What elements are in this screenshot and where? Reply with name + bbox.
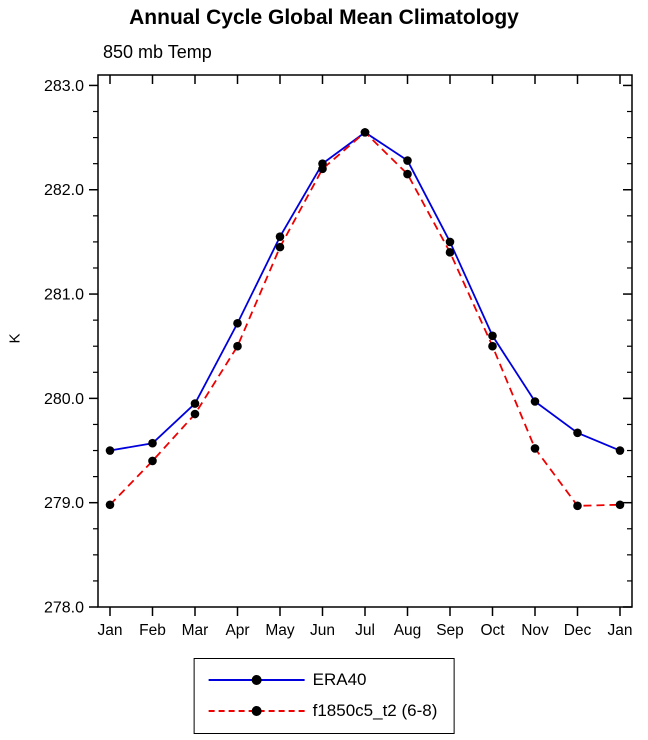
x-tick-label: Aug xyxy=(394,622,422,639)
legend-item-model: f1850c5_t2 (6-8) xyxy=(208,695,438,726)
x-tick-label: Jun xyxy=(310,622,335,639)
data-marker xyxy=(233,341,242,351)
data-marker xyxy=(488,341,497,351)
x-tick-label: Sep xyxy=(436,622,464,639)
x-tick-label: Feb xyxy=(139,622,166,639)
legend-marker xyxy=(251,705,262,716)
y-tick-label: 281.0 xyxy=(44,287,84,304)
data-marker xyxy=(105,500,115,510)
data-marker xyxy=(148,438,157,448)
legend-marker xyxy=(251,674,262,685)
y-tick-label: 283.0 xyxy=(44,78,84,95)
data-marker xyxy=(275,242,285,252)
data-marker xyxy=(148,456,157,466)
data-marker xyxy=(615,446,625,455)
data-marker xyxy=(233,318,242,328)
data-marker xyxy=(615,500,625,510)
x-tick-label: Jan xyxy=(98,622,123,639)
data-marker xyxy=(190,409,200,419)
y-tick-label: 280.0 xyxy=(44,391,84,408)
legend-label-era40: ERA40 xyxy=(312,669,367,689)
model-line xyxy=(109,131,621,507)
data-marker xyxy=(105,446,115,455)
data-marker xyxy=(318,164,327,174)
legend-item-era40: ERA40 xyxy=(208,664,438,695)
data-marker xyxy=(488,331,497,341)
data-marker xyxy=(530,444,540,453)
x-tick-label: Jul xyxy=(355,622,375,639)
chart-subtitle: 850 mb Temp xyxy=(103,42,212,62)
legend: ERA40 f1850c5_t2 (6-8) xyxy=(193,658,455,734)
x-tick-label: Apr xyxy=(225,622,249,639)
data-marker xyxy=(403,156,412,165)
data-marker xyxy=(190,399,200,408)
era40-line xyxy=(109,131,621,452)
data-marker xyxy=(573,428,582,438)
data-marker xyxy=(360,128,370,137)
x-tick-label: Oct xyxy=(480,622,505,639)
y-tick-label: 278.0 xyxy=(44,600,84,617)
x-tick-label: Mar xyxy=(182,622,209,639)
chart-title: Annual Cycle Global Mean Climatology xyxy=(129,6,519,29)
legend-label-model: f1850c5_t2 (6-8) xyxy=(312,700,438,720)
y-tick-label: 282.0 xyxy=(44,182,84,199)
data-marker xyxy=(530,397,540,406)
y-tick-label: 279.0 xyxy=(44,495,84,512)
x-tick-label: Nov xyxy=(521,622,549,639)
plot-box xyxy=(97,74,633,608)
x-tick-label: May xyxy=(265,622,295,639)
data-marker xyxy=(403,169,412,179)
data-marker xyxy=(275,232,285,241)
x-tick-label: Jan xyxy=(608,622,633,639)
data-marker xyxy=(445,237,455,247)
data-marker xyxy=(573,501,582,511)
x-tick-label: Dec xyxy=(564,622,592,639)
data-marker xyxy=(445,248,455,257)
